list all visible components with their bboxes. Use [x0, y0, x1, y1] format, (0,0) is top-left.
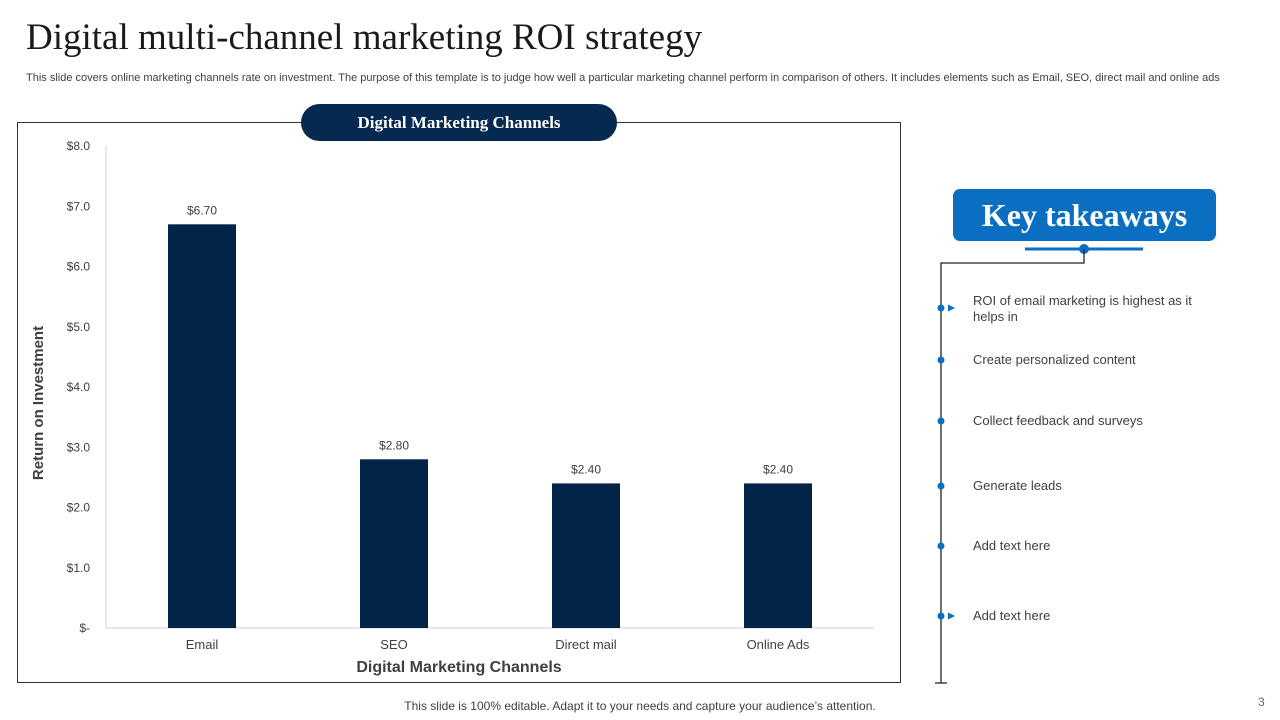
- arrow-icon: [948, 612, 955, 620]
- chart-header: Digital Marketing Channels: [301, 104, 617, 141]
- arrow-icon: [948, 304, 955, 312]
- page-title: Digital multi-channel marketing ROI stra…: [26, 17, 703, 58]
- x-tick-label: Online Ads: [747, 637, 810, 652]
- y-tick-label: $2.0: [67, 501, 91, 515]
- data-label: $2.40: [763, 462, 793, 476]
- bar-email: [168, 224, 236, 628]
- data-label: $2.40: [571, 462, 601, 476]
- page-number: 3: [1258, 695, 1265, 709]
- y-tick-label: $3.0: [67, 440, 91, 454]
- data-label: $6.70: [187, 203, 217, 217]
- x-tick-label: Email: [186, 637, 219, 652]
- takeaway-item: ROI of email marketing is highest as it …: [973, 293, 1192, 324]
- bar-seo: [360, 459, 428, 628]
- x-tick-label: SEO: [380, 637, 407, 652]
- takeaway-item: Add text here: [973, 608, 1051, 623]
- subtitle: This slide covers online marketing chann…: [26, 72, 1220, 84]
- y-tick-label: $-: [79, 621, 90, 635]
- bar-chart: $- $1.0 $2.0 $3.0 $4.0 $5.0 $6.0 $7.0 $8.0 $6.70 E…: [30, 139, 874, 676]
- y-tick-label: $6.0: [67, 260, 91, 274]
- y-tick-label: $7.0: [67, 199, 91, 213]
- timeline-line: [940, 249, 1085, 683]
- bar-direct-mail: [552, 483, 620, 628]
- data-label: $2.80: [379, 438, 409, 452]
- bullet-dot-icon: [937, 612, 945, 620]
- y-tick-label: $8.0: [67, 139, 91, 153]
- bar-online-ads: [744, 483, 812, 628]
- y-tick-label: $5.0: [67, 320, 91, 334]
- takeaway-item: Create personalized content: [973, 352, 1136, 367]
- takeaway-item: Add text here: [973, 538, 1051, 553]
- bullet-dot-icon: [937, 356, 945, 364]
- bullet-dot-icon: [937, 304, 945, 312]
- y-tick-label: $4.0: [67, 380, 91, 394]
- x-tick-label: Direct mail: [555, 637, 617, 652]
- y-tick-label: $1.0: [67, 561, 91, 575]
- footer-note: This slide is 100% editable. Adapt it to…: [404, 699, 876, 713]
- x-axis-title: Digital Marketing Channels: [356, 659, 561, 676]
- takeaway-item: Collect feedback and surveys: [973, 413, 1143, 428]
- takeaways-connector: [935, 244, 1143, 684]
- bullet-dot-icon: [937, 417, 945, 425]
- takeaway-item: Generate leads: [973, 478, 1062, 493]
- y-axis-title: Return on Investment: [30, 326, 47, 480]
- key-takeaways-title: Key takeaways: [953, 189, 1216, 241]
- bullet-dot-icon: [937, 482, 945, 490]
- bullet-dot-icon: [937, 542, 945, 550]
